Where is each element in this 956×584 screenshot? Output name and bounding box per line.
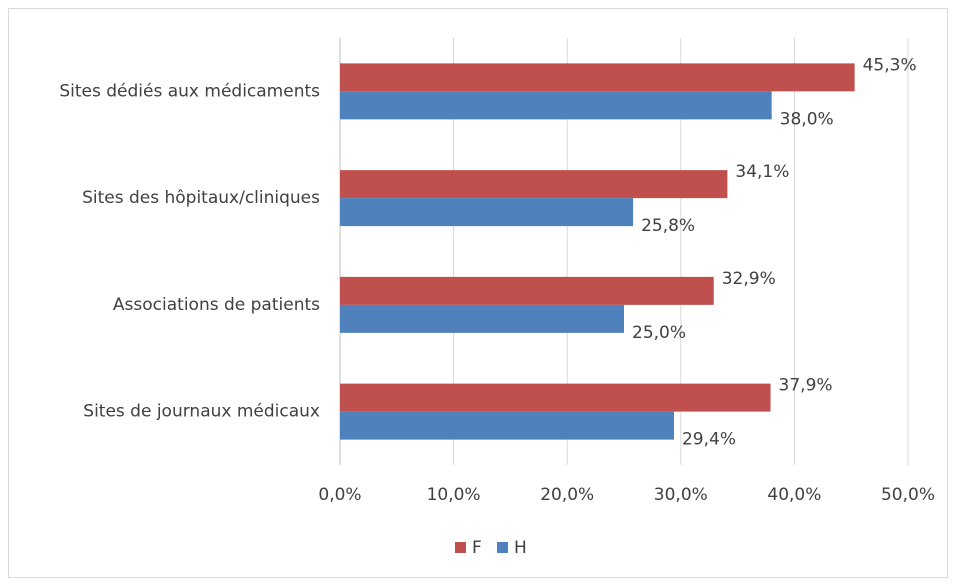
- bar: [340, 276, 714, 305]
- data-label: 25,8%: [641, 216, 695, 236]
- data-label: 37,9%: [779, 376, 833, 396]
- x-tick-label: 30,0%: [654, 485, 708, 505]
- bar: [340, 198, 634, 227]
- bar: [340, 411, 674, 440]
- data-label: 38,0%: [780, 109, 834, 129]
- bar: [340, 91, 772, 120]
- data-label: 29,4%: [682, 430, 736, 450]
- legend-label: H: [514, 538, 527, 558]
- data-label: 32,9%: [722, 269, 776, 289]
- y-tick-label: Sites de journaux médicaux: [83, 402, 320, 422]
- x-tick-label: 10,0%: [427, 485, 481, 505]
- bar: [340, 170, 728, 199]
- legend-label: F: [472, 538, 482, 558]
- y-tick-label: Sites des hôpitaux/cliniques: [82, 188, 320, 208]
- data-label: 25,0%: [632, 323, 686, 343]
- bar: [340, 383, 771, 412]
- bar: [340, 63, 855, 92]
- y-tick-label: Sites dédiés aux médicaments: [59, 81, 320, 101]
- legend-swatch: [497, 542, 508, 553]
- data-label: 45,3%: [863, 55, 917, 75]
- x-tick-label: 0,0%: [318, 485, 361, 505]
- x-tick-label: 40,0%: [767, 485, 821, 505]
- legend-swatch: [455, 542, 466, 553]
- data-label: 34,1%: [735, 162, 789, 182]
- x-tick-label: 50,0%: [881, 485, 935, 505]
- x-tick-label: 20,0%: [540, 485, 594, 505]
- y-tick-label: Associations de patients: [113, 295, 320, 315]
- bar: [340, 304, 624, 333]
